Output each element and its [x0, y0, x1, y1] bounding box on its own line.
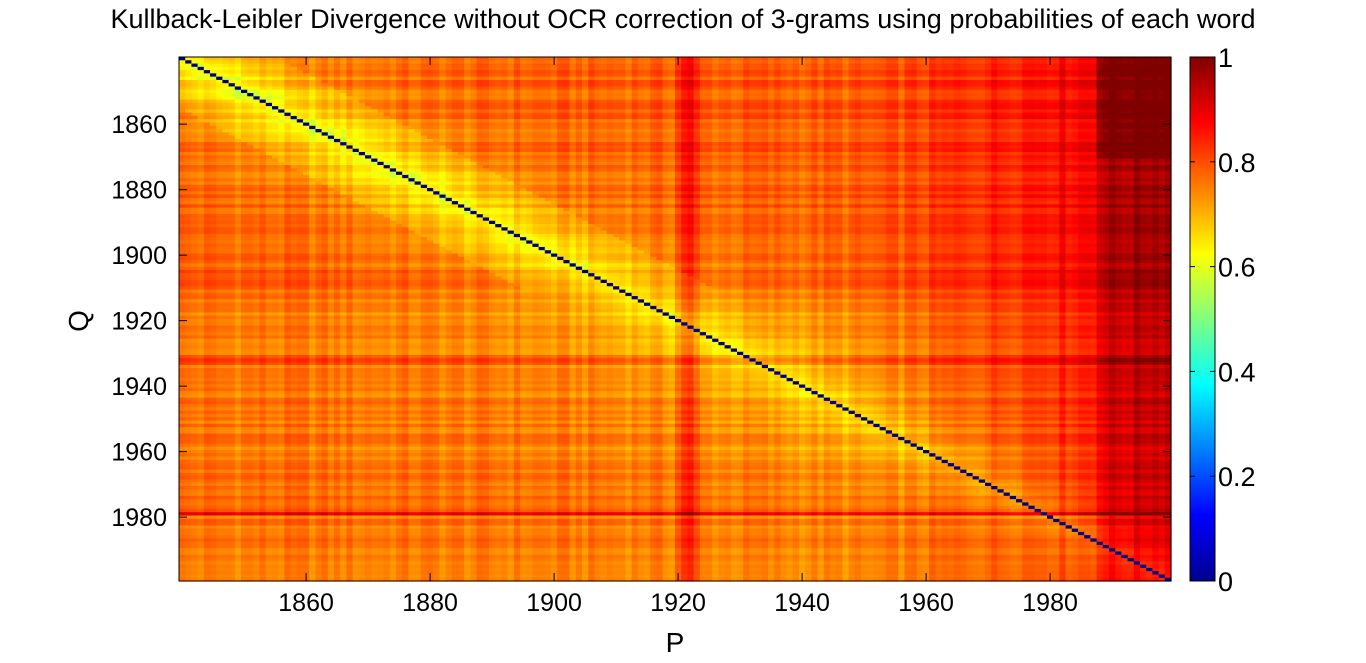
heatmap-cells: [179, 57, 1172, 582]
